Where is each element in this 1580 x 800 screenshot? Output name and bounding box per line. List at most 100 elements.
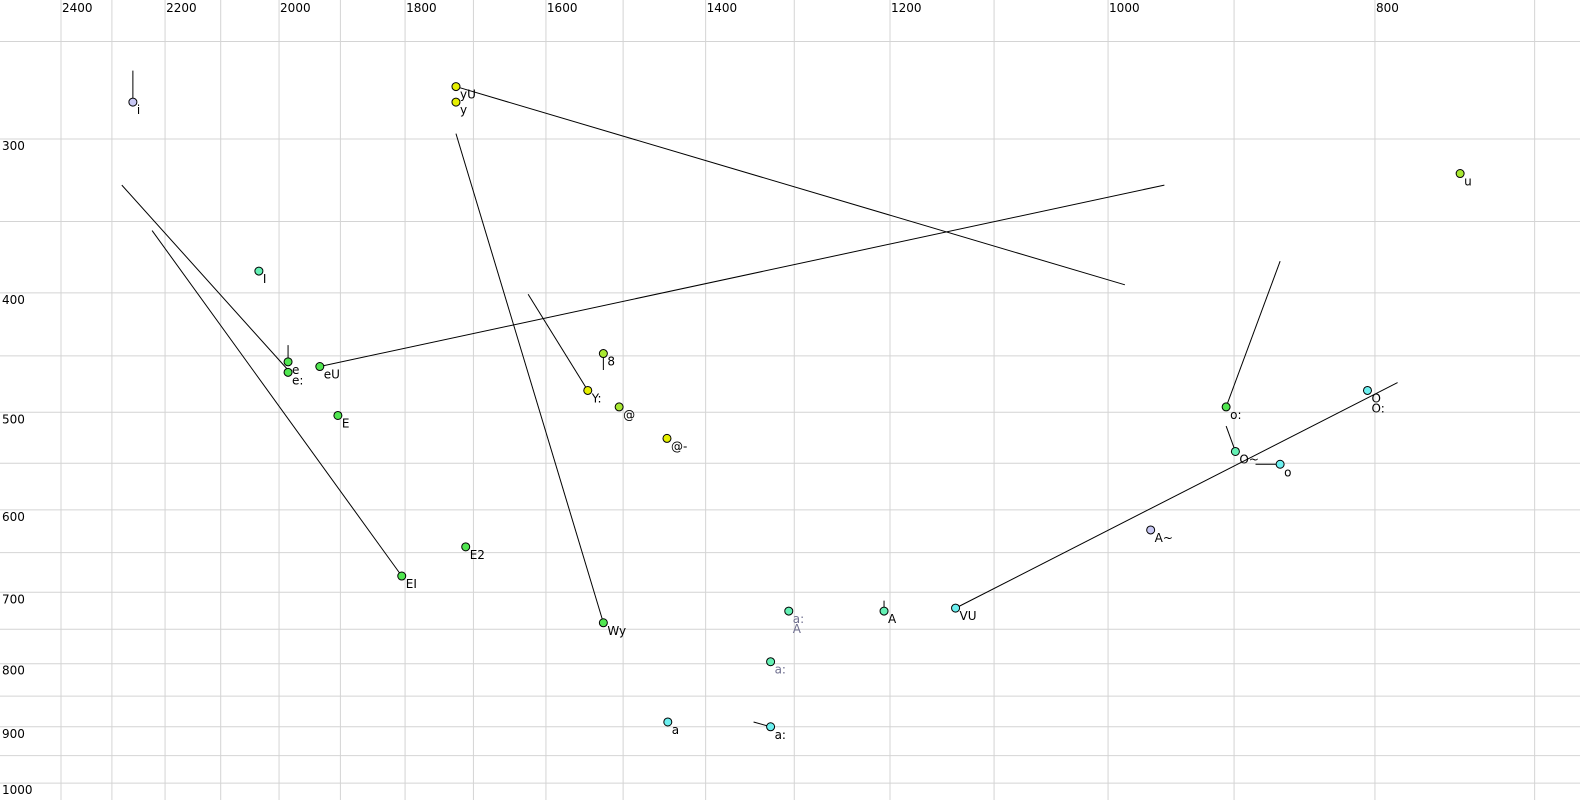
point-label-line: y [460, 103, 467, 117]
point-label: Wy [607, 624, 626, 638]
point-marker [766, 722, 776, 732]
vowel-point: E [333, 410, 350, 430]
point-label: @- [671, 439, 687, 453]
vowel-point: A [879, 606, 897, 626]
point-label-line: E2 [470, 548, 485, 562]
y-tick-label: 600 [2, 510, 25, 524]
vowel-point: Wy [598, 618, 626, 638]
point-marker [451, 82, 461, 92]
vowel-point: a: [766, 657, 786, 677]
vowel-point: o [1275, 459, 1291, 479]
point-marker [254, 266, 264, 276]
vowel-point: O~ [1230, 446, 1259, 466]
point-label-line: e: [292, 373, 303, 387]
x-tick-label: 1600 [547, 1, 578, 15]
vowel-point: o: [1221, 402, 1242, 422]
point-label: a: A [793, 612, 804, 636]
point-label-line: yU [460, 88, 476, 102]
point-label: yU [460, 88, 476, 102]
vowel-point: A~ [1146, 525, 1173, 545]
vowel-point: e [283, 357, 299, 377]
point-label: O~ [1239, 452, 1259, 466]
point-label: o: [1230, 408, 1241, 422]
point-label: a [672, 723, 679, 737]
vowel-point: a [663, 717, 679, 737]
point-marker [283, 367, 293, 377]
point-marker [1455, 169, 1465, 179]
x-tick-label: 800 [1376, 1, 1399, 15]
x-tick-label: 1200 [891, 1, 922, 15]
point-label-line: e [292, 363, 299, 377]
point-label-line: i [137, 103, 140, 117]
point-label: A [888, 612, 897, 626]
point-marker [333, 410, 343, 420]
x-tick-label: 2200 [166, 1, 197, 15]
point-label-line: E [342, 416, 350, 430]
point-label-line: u [1464, 175, 1472, 189]
vowel-point: VU [951, 603, 977, 623]
vowel-point: u [1455, 169, 1472, 189]
point-marker [662, 433, 672, 443]
trajectory-line [455, 133, 604, 623]
point-label: u [1464, 175, 1472, 189]
vowel-point: E2 [461, 542, 485, 562]
point-label-line: I [263, 272, 267, 286]
y-tick-label: 700 [2, 592, 25, 606]
trajectory-line [1225, 425, 1236, 452]
vowel-point: 8 [598, 349, 615, 369]
point-label-line: 8 [607, 355, 615, 369]
point-label: eU [324, 368, 340, 382]
y-tick-label: 900 [2, 727, 25, 741]
tick-labels: 2400 2200 2000 1800 1600 1400 1200 1000 800 300 40… [2, 1, 1399, 797]
point-label-line: Y: [591, 391, 602, 405]
point-label-line: EI [406, 577, 417, 591]
trajectories [121, 70, 1398, 728]
point-label: o [1284, 465, 1291, 479]
point-label-line: Wy [607, 624, 626, 638]
point-label-line: @- [671, 439, 687, 453]
point-label: e [292, 363, 299, 377]
point-label-line: @ [623, 408, 635, 422]
point-label: Y: [591, 391, 602, 405]
point-marker [663, 717, 673, 727]
point-label: I [263, 272, 267, 286]
point-label: O O: [1371, 391, 1384, 415]
point-marker [598, 349, 608, 359]
point-label: VU [960, 609, 977, 623]
point-label-line: O [1371, 391, 1380, 405]
vowel-point: e: [283, 367, 303, 387]
point-label: EI [406, 577, 417, 591]
y-tick-label: 500 [2, 412, 25, 426]
point-marker [766, 657, 776, 667]
point-label-line: O~ [1239, 452, 1259, 466]
point-label: a: [775, 728, 786, 742]
point-label-line: a: [775, 663, 786, 677]
point-marker [951, 603, 961, 613]
trajectory-line [455, 86, 1126, 286]
vowel-point: i [128, 97, 140, 117]
trajectory-line [527, 293, 589, 391]
x-tick-label: 2000 [280, 1, 311, 15]
point-label-line: VU [960, 609, 977, 623]
point-label-line: o [1284, 465, 1291, 479]
point-marker [614, 402, 624, 412]
vowel-point: yU [451, 82, 476, 102]
vowel-point: a: A [784, 606, 804, 636]
vowel-point: y [451, 97, 467, 117]
point-marker [1362, 385, 1372, 395]
point-label-line: eU [324, 368, 340, 382]
y-tick-label: 400 [2, 293, 25, 307]
point-label-line: a: [793, 612, 804, 626]
vowel-point: @- [662, 433, 687, 453]
point-label: 8 [607, 355, 615, 369]
point-label-line: a [672, 723, 679, 737]
point-marker [1146, 525, 1156, 535]
point-marker [879, 606, 889, 616]
point-label: a: [775, 663, 786, 677]
point-label: A~ [1155, 531, 1173, 545]
point-label-line: A [793, 622, 802, 636]
trajectory-line [121, 184, 289, 371]
trajectory-line [151, 230, 403, 577]
point-marker [1230, 446, 1240, 456]
